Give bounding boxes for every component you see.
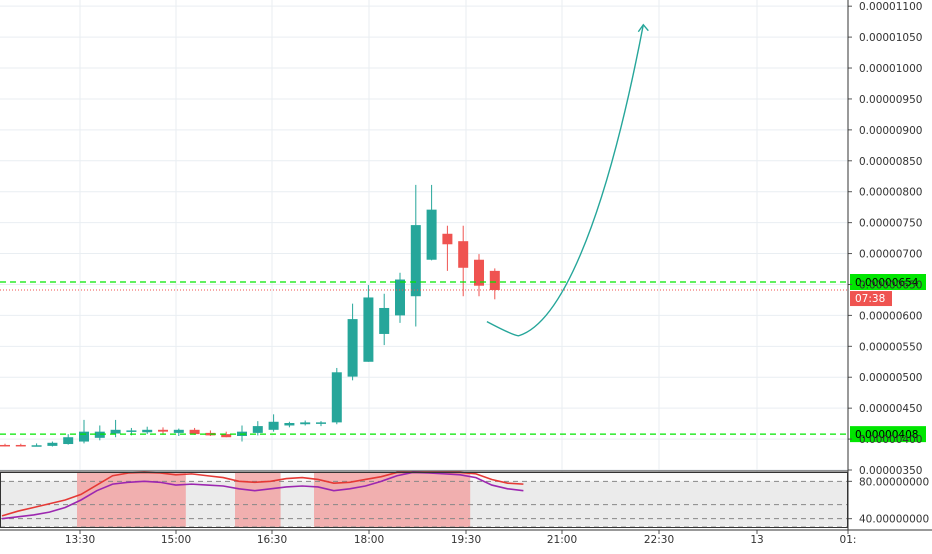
candle-body (474, 259, 484, 286)
y-tick-label: 0.00000750 (859, 218, 922, 230)
x-tick-label: 15:00 (161, 534, 191, 546)
candle-body (63, 437, 74, 445)
level-label: 0.00000408 (855, 429, 918, 441)
y-tick-label: 0.00001050 (859, 32, 922, 44)
candle-body (126, 430, 137, 432)
x-tick-label: 13:30 (65, 534, 95, 546)
candle-body (79, 431, 89, 442)
candle-body (489, 270, 500, 291)
candle-body (0, 444, 10, 447)
candle-body (221, 434, 232, 438)
y-tick-label: 0.00000400 (859, 434, 922, 446)
projection-arrowhead (637, 23, 649, 33)
candle-body (94, 431, 105, 438)
candle-body (395, 279, 405, 316)
y-tick-label: 0.00000800 (859, 187, 922, 199)
candle-body (268, 421, 279, 430)
candle-body (142, 429, 153, 433)
candle-body (47, 442, 58, 446)
candle-body (300, 422, 311, 425)
x-tick-label: 19:30 (451, 534, 481, 546)
oscillator-line-d (1, 471, 524, 520)
candle-body (347, 319, 358, 377)
projection-curve (486, 24, 645, 337)
x-tick-label: 22:30 (644, 534, 674, 546)
y-tick-label: 0.00000650 (859, 279, 922, 291)
candle-body (379, 307, 390, 334)
current-price-countdown: 07:38 (855, 293, 885, 305)
y-tick-label: 0.00000500 (859, 372, 922, 384)
y-tick-label: 0.00000850 (859, 156, 922, 168)
y-tick-label: 0.00001100 (859, 1, 922, 13)
candle-body (252, 426, 263, 433)
oscillator-panel (0, 471, 848, 528)
x-tick-label: 18:00 (354, 534, 384, 546)
candle-body (15, 444, 26, 447)
candle-body (458, 241, 469, 268)
candle-body (316, 422, 326, 424)
level-label: 0.00000654 (855, 277, 919, 289)
candle-body (110, 429, 121, 434)
candle-body (442, 233, 453, 245)
candle-body (363, 297, 374, 362)
candle-body (173, 429, 184, 433)
y-tick-label: 0.00000700 (859, 249, 922, 261)
oscillator-y-tick-label: 80.00000000 (859, 476, 929, 488)
current-price-box (850, 291, 892, 307)
oscillator-y-tick-label: 40.00000000 (859, 514, 929, 526)
projection (486, 23, 649, 337)
x-tick-label: 21:00 (547, 534, 577, 546)
x-tick-label: 01: (840, 534, 857, 546)
x-tick-label: 16:30 (257, 534, 287, 546)
level-label-box (850, 426, 926, 443)
oscillator-highlight (314, 472, 471, 528)
candle-body (31, 445, 42, 447)
candle-body (189, 429, 200, 435)
y-tick-label: 0.00000950 (859, 94, 922, 106)
candle-body (410, 225, 421, 297)
y-tick-label: 0.00000900 (859, 125, 922, 137)
candle-body (158, 429, 168, 432)
x-tick-label: 13 (750, 534, 763, 546)
y-tick-label: 0.00000350 (859, 465, 922, 477)
oscillator-highlight (77, 472, 186, 528)
levels: 0.00000654 0.00000408 07:38 (0, 274, 926, 443)
candle-body (426, 209, 437, 260)
candle-body (284, 423, 295, 426)
y-tick-label: 0.00000600 (859, 310, 922, 322)
y-tick-label: 0.00000450 (859, 403, 922, 415)
level-label-box (850, 274, 926, 290)
main-grid (0, 0, 848, 528)
candle-body (331, 372, 342, 423)
y-tick-label: 0.00001000 (859, 63, 922, 75)
y-tick-label: 0.00000550 (859, 341, 922, 353)
